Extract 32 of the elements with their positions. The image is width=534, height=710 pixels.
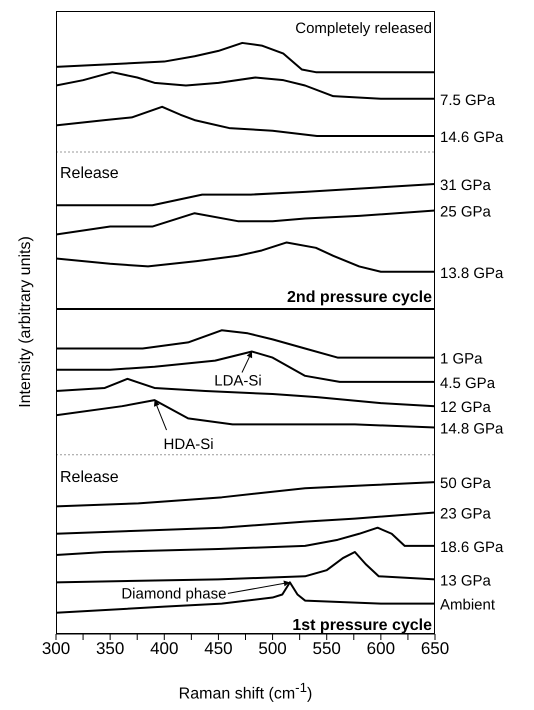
y-axis-title: Intensity (arbitrary units) (17, 236, 35, 408)
series-label: 4.5 GPa (440, 374, 496, 392)
series-label: 31 GPa (440, 176, 492, 194)
x-tick-label: 300 (42, 639, 70, 658)
series-label: 13 GPa (440, 572, 492, 590)
annotation: HDA-Si (164, 436, 214, 454)
series-label: 12 GPa (440, 399, 492, 416)
series-label: 50 GPa (440, 475, 492, 492)
series-label: 13.8 GPa (440, 264, 504, 282)
x-tick-label: 350 (96, 639, 124, 658)
annotation: 2nd pressure cycle (287, 289, 432, 306)
annotation: 1st pressure cycle (292, 617, 432, 634)
annotation: Release (60, 165, 119, 182)
series-label: 1 GPa (440, 350, 484, 368)
series-label: 25 GPa (440, 204, 492, 221)
series-label: Ambient (440, 596, 496, 614)
series-label: 18.6 GPa (440, 538, 504, 556)
x-axis-title: Raman shift (cm$^{-1}$) (178, 680, 314, 704)
x-tick-label: 600 (366, 639, 396, 658)
x-tick-label: 650 (420, 639, 450, 658)
x-tick-label: 400 (150, 639, 178, 658)
annotation: LDA-Si (214, 372, 262, 390)
annotation: Diamond phase (121, 585, 226, 602)
series-label: 23 GPa (440, 506, 492, 523)
series-label: Completely released (295, 20, 432, 37)
annotation: Release (60, 469, 119, 486)
x-tick-label: 500 (258, 639, 287, 658)
x-tick-label: 450 (204, 639, 233, 658)
series-label: 7.5 GPa (440, 92, 496, 109)
series-label: 14.8 GPa (440, 420, 504, 438)
x-tick-label: 550 (312, 639, 341, 658)
series-label: 14.6 GPa (440, 129, 504, 146)
